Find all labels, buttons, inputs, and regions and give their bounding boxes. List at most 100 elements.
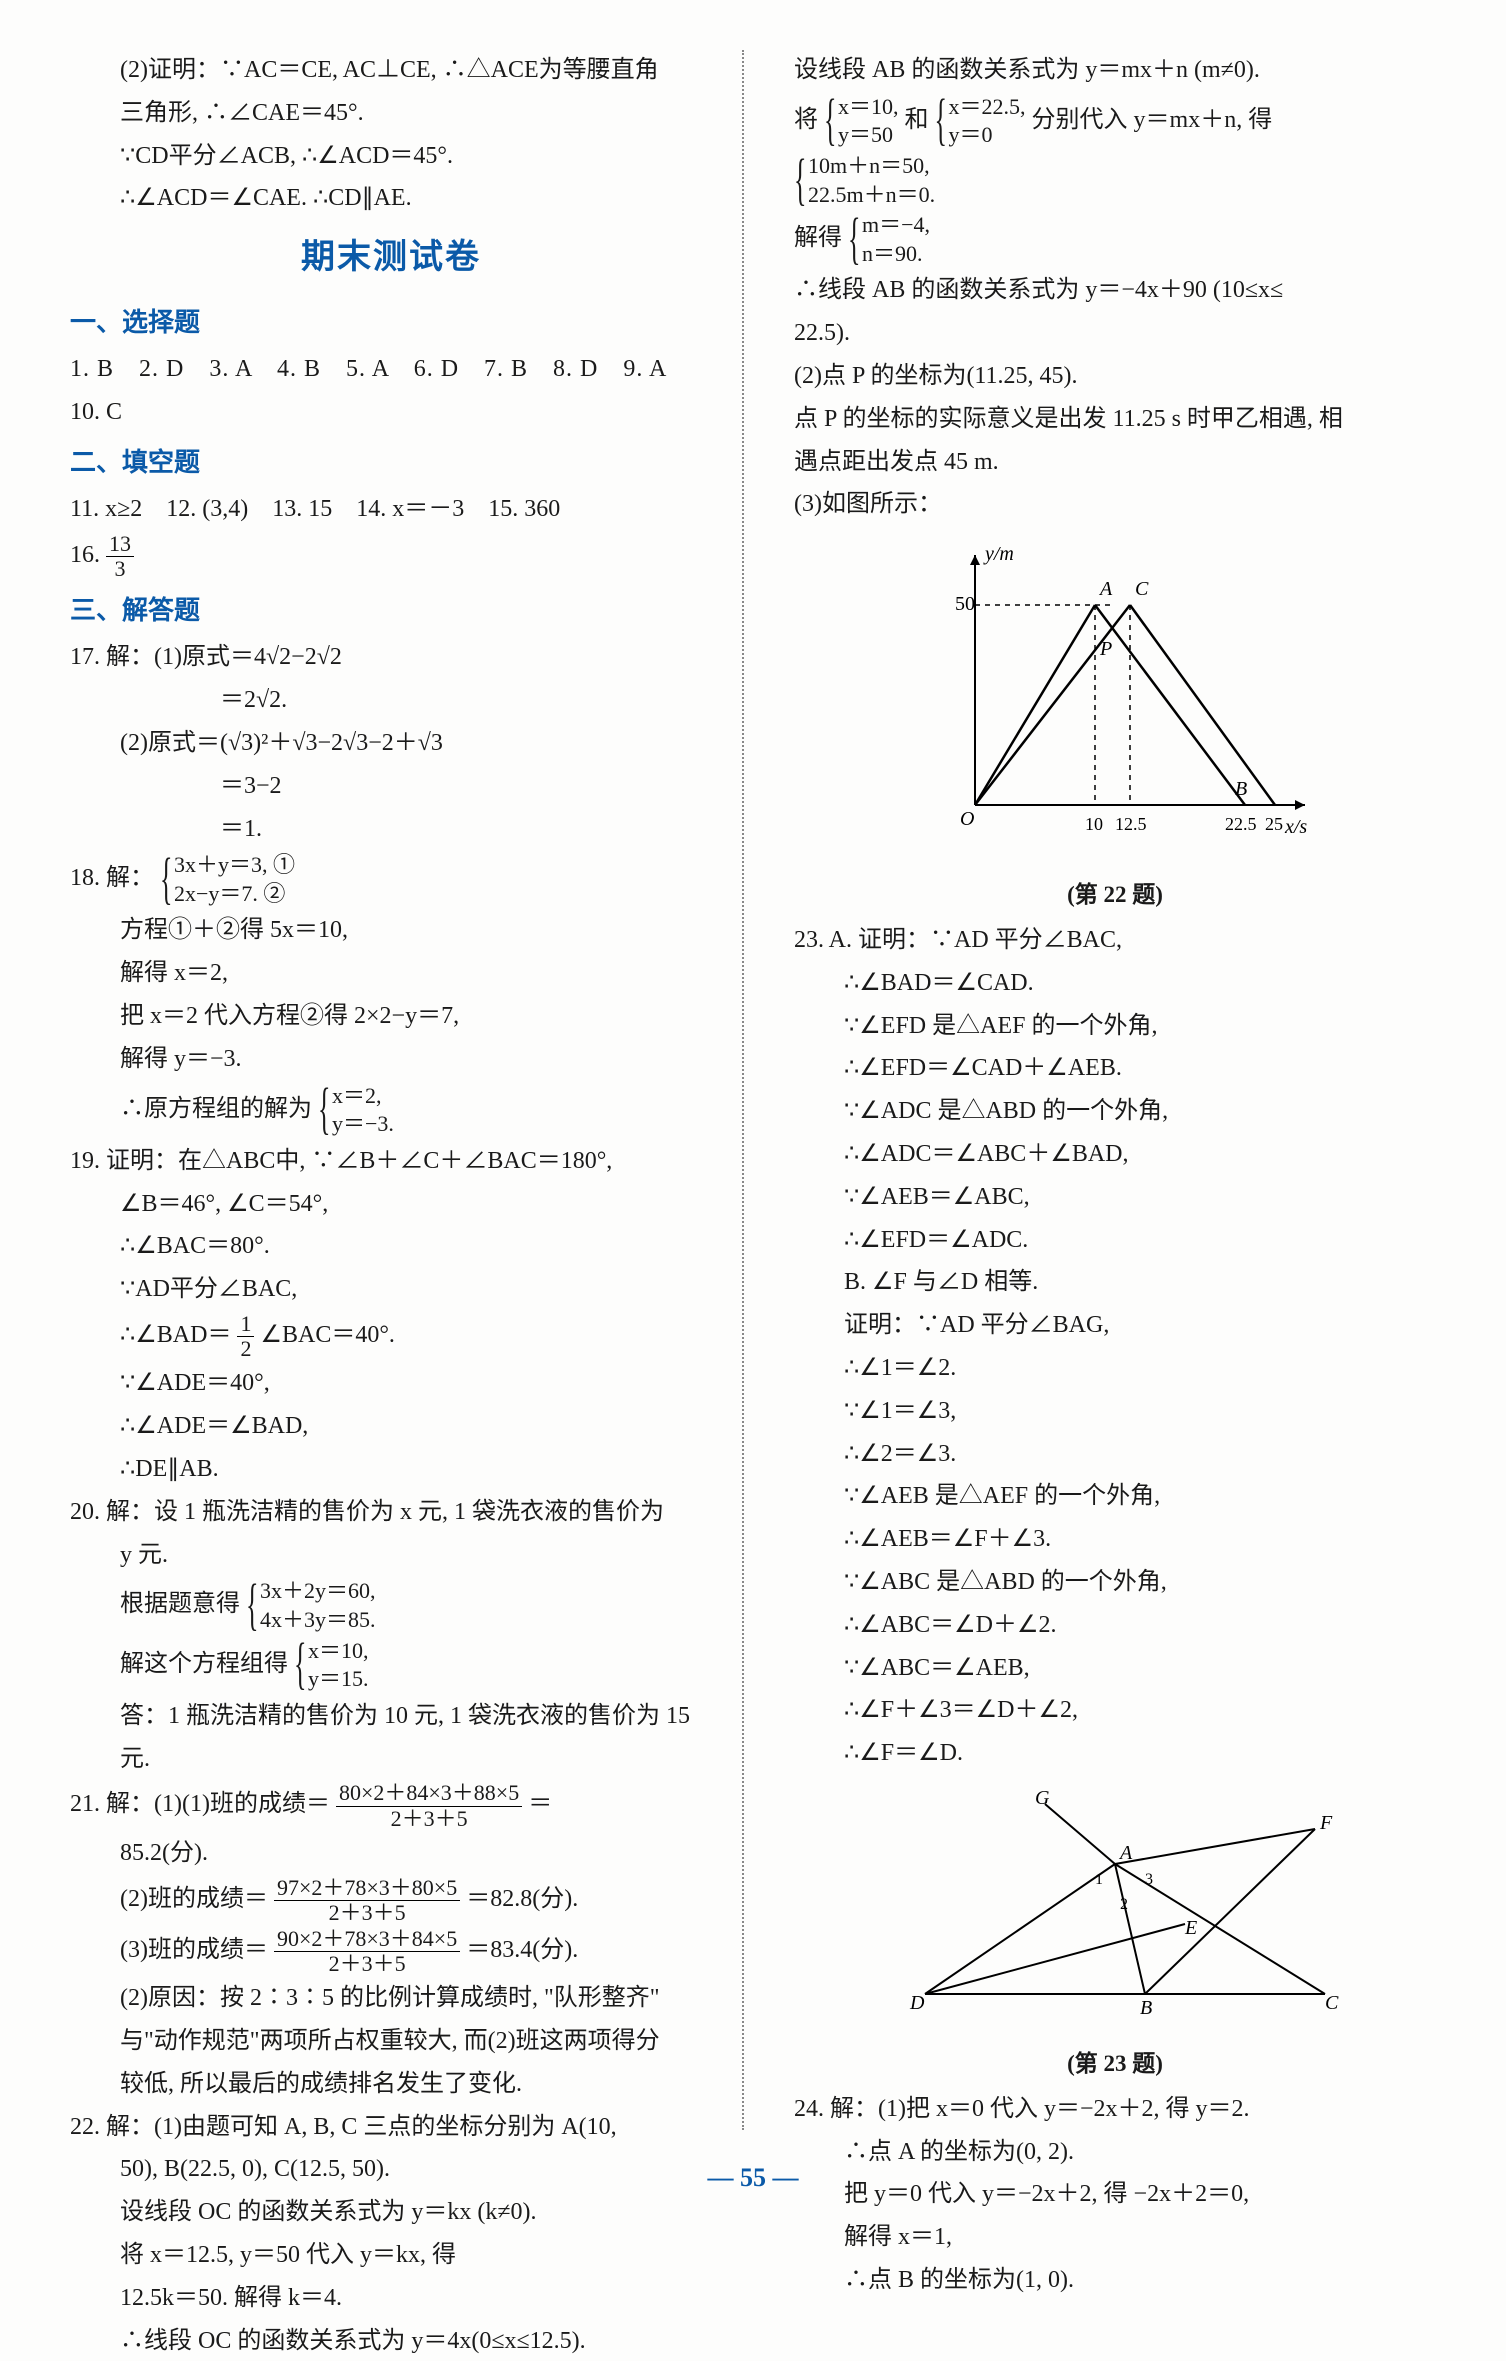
q23-l20: ∴∠F＝∠D. <box>794 1733 1436 1774</box>
q23-l4: ∴∠EFD＝∠CAD＋∠AEB. <box>794 1048 1436 1089</box>
q22-l1: 22. 解：(1)由题可知 A, B, C 三点的坐标分别为 A(10, <box>70 2107 712 2148</box>
q20-l2: y 元. <box>70 1535 712 1576</box>
svg-text:10: 10 <box>1085 814 1103 834</box>
svg-text:E: E <box>1184 1917 1197 1939</box>
q18-l6: ∴原方程组的解为 x＝2, y＝−3. <box>70 1082 712 1139</box>
q21-l5: (2)原因：按 2∶3∶5 的比例计算成绩时, "队形整齐" <box>70 1978 712 2019</box>
section-2-head: 二、填空题 <box>70 441 712 485</box>
svg-text:25: 25 <box>1265 814 1283 834</box>
q18-l4: 把 x＝2 代入方程②得 2×2−y＝7, <box>70 996 712 1037</box>
q24-l4: 解得 x＝1, <box>794 2217 1436 2258</box>
figure-23-svg: G F A D B C E 1 2 3 <box>865 1784 1365 2024</box>
q20-l4: 解这个方程组得 x＝10, y＝15. <box>70 1637 712 1694</box>
r2: 将 x＝10, y＝50 和 x＝22.5, y＝0 分别代入 y＝mx＋n, … <box>794 93 1436 150</box>
page-number: — 55 — <box>0 2156 1506 2200</box>
r5: ∴线段 AB 的函数关系式为 y＝−4x＋90 (10≤x≤ <box>794 270 1436 311</box>
svg-text:B: B <box>1140 1997 1152 2019</box>
q18-l1: 18. 解： 3x＋y＝3, ① 2x−y＝7. ② <box>70 851 712 908</box>
q19-l2: ∠B＝46°, ∠C＝54°, <box>70 1184 712 1225</box>
q19-l3: ∴∠BAC＝80°. <box>70 1226 712 1267</box>
q18-l5: 解得 y＝−3. <box>70 1039 712 1080</box>
q21-frac3: 90×2＋78×3＋84×5 2＋3＋5 <box>274 1927 460 1976</box>
q20-l5: 答：1 瓶洗洁精的售价为 10 元, 1 袋洗衣液的售价为 15 <box>70 1696 712 1737</box>
q19-l8: ∴DE∥AB. <box>70 1449 712 1490</box>
q17-l3: (2)原式＝(√3)²＋√3−2√3−2＋√3 <box>70 723 712 764</box>
q24-l1: 24. 解：(1)把 x＝0 代入 y＝−2x＋2, 得 y＝2. <box>794 2089 1436 2130</box>
svg-text:3: 3 <box>1145 1871 1153 1888</box>
fill-answers-b: 16. 13 3 <box>70 532 712 581</box>
q23-l11: ∴∠1＝∠2. <box>794 1348 1436 1389</box>
q21-frac1: 80×2＋84×3＋88×5 2＋3＋5 <box>336 1781 522 1830</box>
q23-l17: ∴∠ABC＝∠D＋∠2. <box>794 1605 1436 1646</box>
q17-l1: 17. 解：(1)原式＝4√2−2√2 <box>70 637 712 678</box>
r3: 10m＋n＝50, 22.5m＋n＝0. <box>794 152 1436 209</box>
q16-fraction: 13 3 <box>106 532 134 581</box>
right-column: 设线段 AB 的函数关系式为 y＝mx＋n (m≠0). 将 x＝10, y＝5… <box>774 50 1446 2130</box>
intro-l1: (2)证明：∵AC＝CE, AC⊥CE, ∴△ACE为等腰直角 <box>70 50 712 91</box>
r5b: 22.5). <box>794 313 1436 354</box>
q23-l5: ∵∠ADC 是△ABD 的一个外角, <box>794 1091 1436 1132</box>
q16-label: 16. <box>70 542 106 568</box>
svg-text:O: O <box>960 808 974 830</box>
q22-l6: ∴线段 OC 的函数关系式为 y＝4x(0≤x≤12.5). <box>70 2321 712 2361</box>
q23-l15: ∴∠AEB＝∠F＋∠3. <box>794 1519 1436 1560</box>
svg-text:C: C <box>1325 1992 1339 2014</box>
section-1-head: 一、选择题 <box>70 301 712 345</box>
q21-l7: 较低, 所以最后的成绩排名发生了变化. <box>70 2064 712 2105</box>
exam-title: 期末测试卷 <box>70 229 712 287</box>
figure-23: G F A D B C E 1 2 3 (第 23 题) <box>794 1784 1436 2083</box>
q23-l2: ∴∠BAD＝∠CAD. <box>794 963 1436 1004</box>
q17-l2: ＝2√2. <box>70 680 712 721</box>
q23-l8: ∴∠EFD＝∠ADC. <box>794 1220 1436 1261</box>
svg-text:C: C <box>1135 578 1149 600</box>
r1: 设线段 AB 的函数关系式为 y＝mx＋n (m≠0). <box>794 50 1436 91</box>
q19-l5: ∴∠BAD＝ 1 2 ∠BAC＝40°. <box>70 1312 712 1361</box>
q18-solution: x＝2, y＝−3. <box>318 1082 394 1139</box>
svg-text:2: 2 <box>1120 1896 1128 1913</box>
r4: 解得 m＝−4, n＝90. <box>794 211 1436 268</box>
svg-text:A: A <box>1098 578 1113 600</box>
svg-text:12.5: 12.5 <box>1115 814 1147 834</box>
intro-l3: ∵CD平分∠ACB, ∴∠ACD＝45°. <box>70 136 712 177</box>
q21-l1: 21. 解：(1)(1)班的成绩＝ 80×2＋84×3＋88×5 2＋3＋5 ＝ <box>70 1781 712 1830</box>
q23-l14: ∵∠AEB 是△AEF 的一个外角, <box>794 1476 1436 1517</box>
q21-l2: 85.2(分). <box>70 1833 712 1874</box>
r6: (2)点 P 的坐标为(11.25, 45). <box>794 356 1436 397</box>
q20-solution: x＝10, y＝15. <box>294 1637 369 1694</box>
svg-text:1: 1 <box>1095 1871 1103 1888</box>
q19-fraction: 1 2 <box>237 1312 254 1361</box>
q23-l1: 23. A. 证明：∵AD 平分∠BAC, <box>794 920 1436 961</box>
q23-l13: ∴∠2＝∠3. <box>794 1434 1436 1475</box>
q21-frac2: 97×2＋78×3＋80×5 2＋3＋5 <box>274 1876 460 1925</box>
q19-l7: ∴∠ADE＝∠BAD, <box>70 1406 712 1447</box>
svg-text:P: P <box>1099 638 1112 660</box>
q23-l16: ∵∠ABC 是△ABD 的一个外角, <box>794 1562 1436 1603</box>
left-column: (2)证明：∵AC＝CE, AC⊥CE, ∴△ACE为等腰直角 三角形, ∴∠C… <box>60 50 744 2130</box>
svg-text:F: F <box>1319 1812 1333 1834</box>
figure-22: 50 A C P O B 10 12.5 22.5 25 x/s y/m (第 … <box>794 535 1436 914</box>
q20-l6: 元. <box>70 1739 712 1780</box>
fill-answers-a: 11. x≥2 12. (3,4) 13. 15 14. x＝－3 15. 36… <box>70 489 712 530</box>
q22-l5: 12.5k＝50. 解得 k＝4. <box>70 2278 712 2319</box>
q23-l18: ∵∠ABC＝∠AEB, <box>794 1648 1436 1689</box>
figure-22-caption: (第 22 题) <box>794 875 1436 914</box>
q19-l4: ∵AD平分∠BAC, <box>70 1269 712 1310</box>
figure-22-svg: 50 A C P O B 10 12.5 22.5 25 x/s y/m <box>905 535 1325 855</box>
svg-text:B: B <box>1235 778 1247 800</box>
q20-l1: 20. 解：设 1 瓶洗洁精的售价为 x 元, 1 袋洗衣液的售价为 <box>70 1492 712 1533</box>
q20-system: 3x＋2y＝60, 4x＋3y＝85. <box>246 1577 376 1634</box>
q21-l6: 与"动作规范"两项所占权重较大, 而(2)班这两项得分 <box>70 2021 712 2062</box>
q23-l3: ∵∠EFD 是△AEF 的一个外角, <box>794 1006 1436 1047</box>
choice-answers-a: 1. B 2. D 3. A 4. B 5. A 6. D 7. B 8. D … <box>70 349 712 390</box>
svg-text:A: A <box>1118 1842 1133 1864</box>
q20-l3: 根据题意得 3x＋2y＝60, 4x＋3y＝85. <box>70 1577 712 1634</box>
intro-l4: ∴∠ACD＝∠CAE. ∴CD∥AE. <box>70 178 712 219</box>
choice-answers-b: 10. C <box>70 392 712 433</box>
q23-l19: ∴∠F＋∠3＝∠D＋∠2, <box>794 1690 1436 1731</box>
svg-text:y/m: y/m <box>983 543 1014 565</box>
q22-l4: 将 x＝12.5, y＝50 代入 y＝kx, 得 <box>70 2235 712 2276</box>
q23-l6: ∴∠ADC＝∠ABC＋∠BAD, <box>794 1134 1436 1175</box>
intro-l2: 三角形, ∴∠CAE＝45°. <box>70 93 712 134</box>
q17-l4: ＝3−2 <box>70 766 712 807</box>
figure-23-caption: (第 23 题) <box>794 2044 1436 2083</box>
